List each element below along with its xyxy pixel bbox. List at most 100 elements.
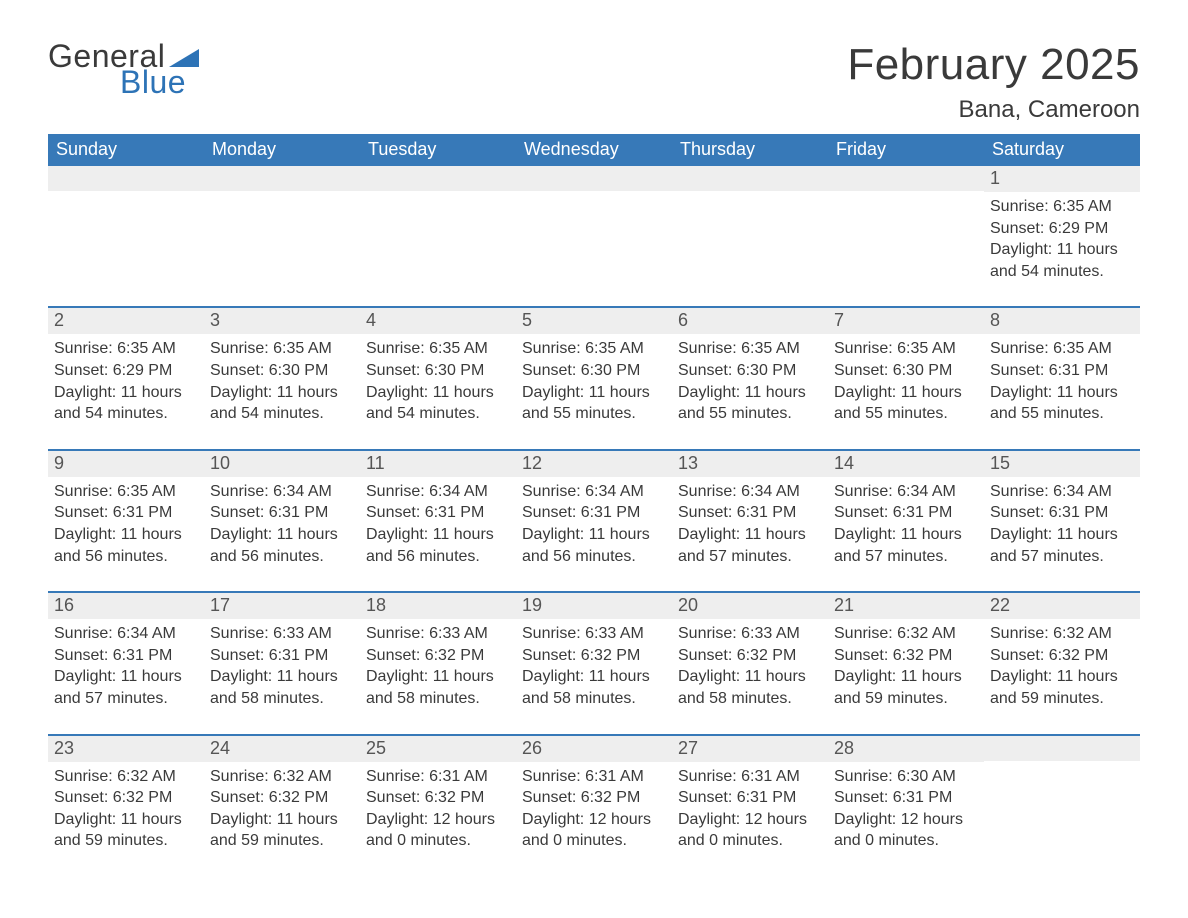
day-number: 23 [48,736,204,762]
day-cell: 9Sunrise: 6:35 AMSunset: 6:31 PMDaylight… [48,451,204,567]
day-details: Sunrise: 6:35 AMSunset: 6:31 PMDaylight:… [50,481,198,567]
day-cell: 4 Sunrise: 6:35 AMSunset: 6:30 PMDaylight… [360,308,516,424]
sunset-text: Sunset: 6:31 PM [678,787,822,809]
day-number [984,736,1140,761]
sunset-text: Sunset: 6:31 PM [990,502,1134,524]
sunrise-text: Sunrise: 6:35 AM [54,481,198,503]
day-cell: 7Sunrise: 6:35 AMSunset: 6:30 PMDaylight… [828,308,984,424]
location: Bana, Cameroon [847,96,1140,124]
day-cell: 12Sunrise: 6:34 AMSunset: 6:31 PMDayligh… [516,451,672,567]
day-cell: 2 Sunrise: 6:35 AMSunset: 6:29 PMDaylight… [48,308,204,424]
day-number: 5 [516,308,672,334]
day-number: 15 [984,451,1140,477]
day-details: Sunrise: 6:35 AMSunset: 6:31 PMDaylight:… [986,338,1134,424]
day-number: 7 [828,308,984,334]
day-number: 19 [516,593,672,619]
week-row: 1Sunrise: 6:35 AMSunset: 6:29 PMDaylight… [48,166,1140,306]
daylight-text: Daylight: 11 hours and 58 minutes. [678,666,822,709]
sunset-text: Sunset: 6:32 PM [366,645,510,667]
sunset-text: Sunset: 6:32 PM [990,645,1134,667]
daylight-text: Daylight: 11 hours and 55 minutes. [834,382,978,425]
daylight-text: Daylight: 11 hours and 55 minutes. [990,382,1134,425]
sunset-text: Sunset: 6:32 PM [678,645,822,667]
sunset-text: Sunset: 6:32 PM [834,645,978,667]
week-row: 23 Sunrise: 6:32 AMSunset: 6:32 PMDayligh… [48,734,1140,876]
sunrise-text: Sunrise: 6:35 AM [678,338,822,360]
weekday-header-row: Sunday Monday Tuesday Wednesday Thursday… [48,134,1140,166]
sunset-text: Sunset: 6:32 PM [522,645,666,667]
day-number: 25 [360,736,516,762]
day-number [672,166,828,191]
sunset-text: Sunset: 6:32 PM [522,787,666,809]
day-cell: 23 Sunrise: 6:32 AMSunset: 6:32 PMDayligh… [48,736,204,852]
sunset-text: Sunset: 6:31 PM [366,502,510,524]
month-title: February 2025 [847,40,1140,90]
daylight-text: Daylight: 11 hours and 56 minutes. [366,524,510,567]
sunrise-text: Sunrise: 6:34 AM [678,481,822,503]
day-cell: 27Sunrise: 6:31 AMSunset: 6:31 PMDayligh… [672,736,828,852]
day-details: Sunrise: 6:34 AMSunset: 6:31 PMDaylight:… [518,481,666,567]
day-number: 2 [48,308,204,334]
daylight-text: Daylight: 11 hours and 56 minutes. [210,524,354,567]
day-details: Sunrise: 6:35 AMSunset: 6:29 PMDaylight:… [50,338,198,424]
day-details: Sunrise: 6:32 AMSunset: 6:32 PMDaylight:… [986,623,1134,709]
day-cell [828,166,984,282]
daylight-text: Daylight: 11 hours and 56 minutes. [54,524,198,567]
day-number: 11 [360,451,516,477]
day-number: 8 [984,308,1140,334]
weekday-header: Saturday [984,134,1140,166]
day-number [48,166,204,191]
day-number: 4 [360,308,516,334]
day-details: Sunrise: 6:34 AMSunset: 6:31 PMDaylight:… [50,623,198,709]
sunset-text: Sunset: 6:30 PM [678,360,822,382]
day-details: Sunrise: 6:33 AMSunset: 6:31 PMDaylight:… [206,623,354,709]
day-details: Sunrise: 6:33 AMSunset: 6:32 PMDaylight:… [674,623,822,709]
day-cell: 11 Sunrise: 6:34 AMSunset: 6:31 PMDayligh… [360,451,516,567]
weekday-header: Friday [828,134,984,166]
day-details: Sunrise: 6:35 AMSunset: 6:30 PMDaylight:… [362,338,510,424]
day-number: 22 [984,593,1140,619]
day-number: 20 [672,593,828,619]
sunset-text: Sunset: 6:30 PM [834,360,978,382]
sunset-text: Sunset: 6:30 PM [210,360,354,382]
sunrise-text: Sunrise: 6:33 AM [678,623,822,645]
day-details: Sunrise: 6:32 AMSunset: 6:32 PMDaylight:… [50,766,198,852]
week-row: 16 Sunrise: 6:34 AMSunset: 6:31 PMDayligh… [48,591,1140,733]
day-number [360,166,516,191]
day-number: 21 [828,593,984,619]
daylight-text: Daylight: 11 hours and 55 minutes. [522,382,666,425]
day-cell: 22 Sunrise: 6:32 AMSunset: 6:32 PMDayligh… [984,593,1140,709]
day-details: Sunrise: 6:35 AMSunset: 6:30 PMDaylight:… [206,338,354,424]
day-details: Sunrise: 6:31 AMSunset: 6:32 PMDaylight:… [362,766,510,852]
sunrise-text: Sunrise: 6:35 AM [990,338,1134,360]
sunset-text: Sunset: 6:31 PM [834,787,978,809]
sunrise-text: Sunrise: 6:34 AM [366,481,510,503]
day-cell: 16 Sunrise: 6:34 AMSunset: 6:31 PMDayligh… [48,593,204,709]
day-number: 18 [360,593,516,619]
daylight-text: Daylight: 11 hours and 57 minutes. [990,524,1134,567]
sunrise-text: Sunrise: 6:35 AM [54,338,198,360]
weekday-header: Monday [204,134,360,166]
day-cell [516,166,672,282]
day-details: Sunrise: 6:34 AMSunset: 6:31 PMDaylight:… [986,481,1134,567]
day-details: Sunrise: 6:31 AMSunset: 6:32 PMDaylight:… [518,766,666,852]
sunset-text: Sunset: 6:31 PM [678,502,822,524]
daylight-text: Daylight: 11 hours and 54 minutes. [210,382,354,425]
day-number: 16 [48,593,204,619]
sunrise-text: Sunrise: 6:31 AM [678,766,822,788]
day-cell [984,736,1140,852]
daylight-text: Daylight: 11 hours and 55 minutes. [678,382,822,425]
day-number: 10 [204,451,360,477]
day-details: Sunrise: 6:32 AMSunset: 6:32 PMDaylight:… [830,623,978,709]
day-number [828,166,984,191]
daylight-text: Daylight: 11 hours and 54 minutes. [990,239,1134,282]
day-cell: 10Sunrise: 6:34 AMSunset: 6:31 PMDayligh… [204,451,360,567]
day-cell [672,166,828,282]
daylight-text: Daylight: 12 hours and 0 minutes. [834,809,978,852]
day-number: 3 [204,308,360,334]
sunset-text: Sunset: 6:31 PM [834,502,978,524]
day-number: 28 [828,736,984,762]
sunset-text: Sunset: 6:31 PM [54,645,198,667]
daylight-text: Daylight: 11 hours and 57 minutes. [678,524,822,567]
sunrise-text: Sunrise: 6:31 AM [366,766,510,788]
